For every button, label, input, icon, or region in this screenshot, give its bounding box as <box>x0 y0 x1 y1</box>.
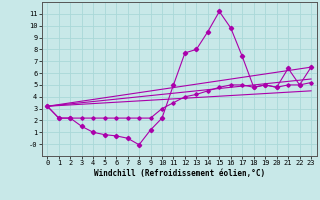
X-axis label: Windchill (Refroidissement éolien,°C): Windchill (Refroidissement éolien,°C) <box>94 169 265 178</box>
